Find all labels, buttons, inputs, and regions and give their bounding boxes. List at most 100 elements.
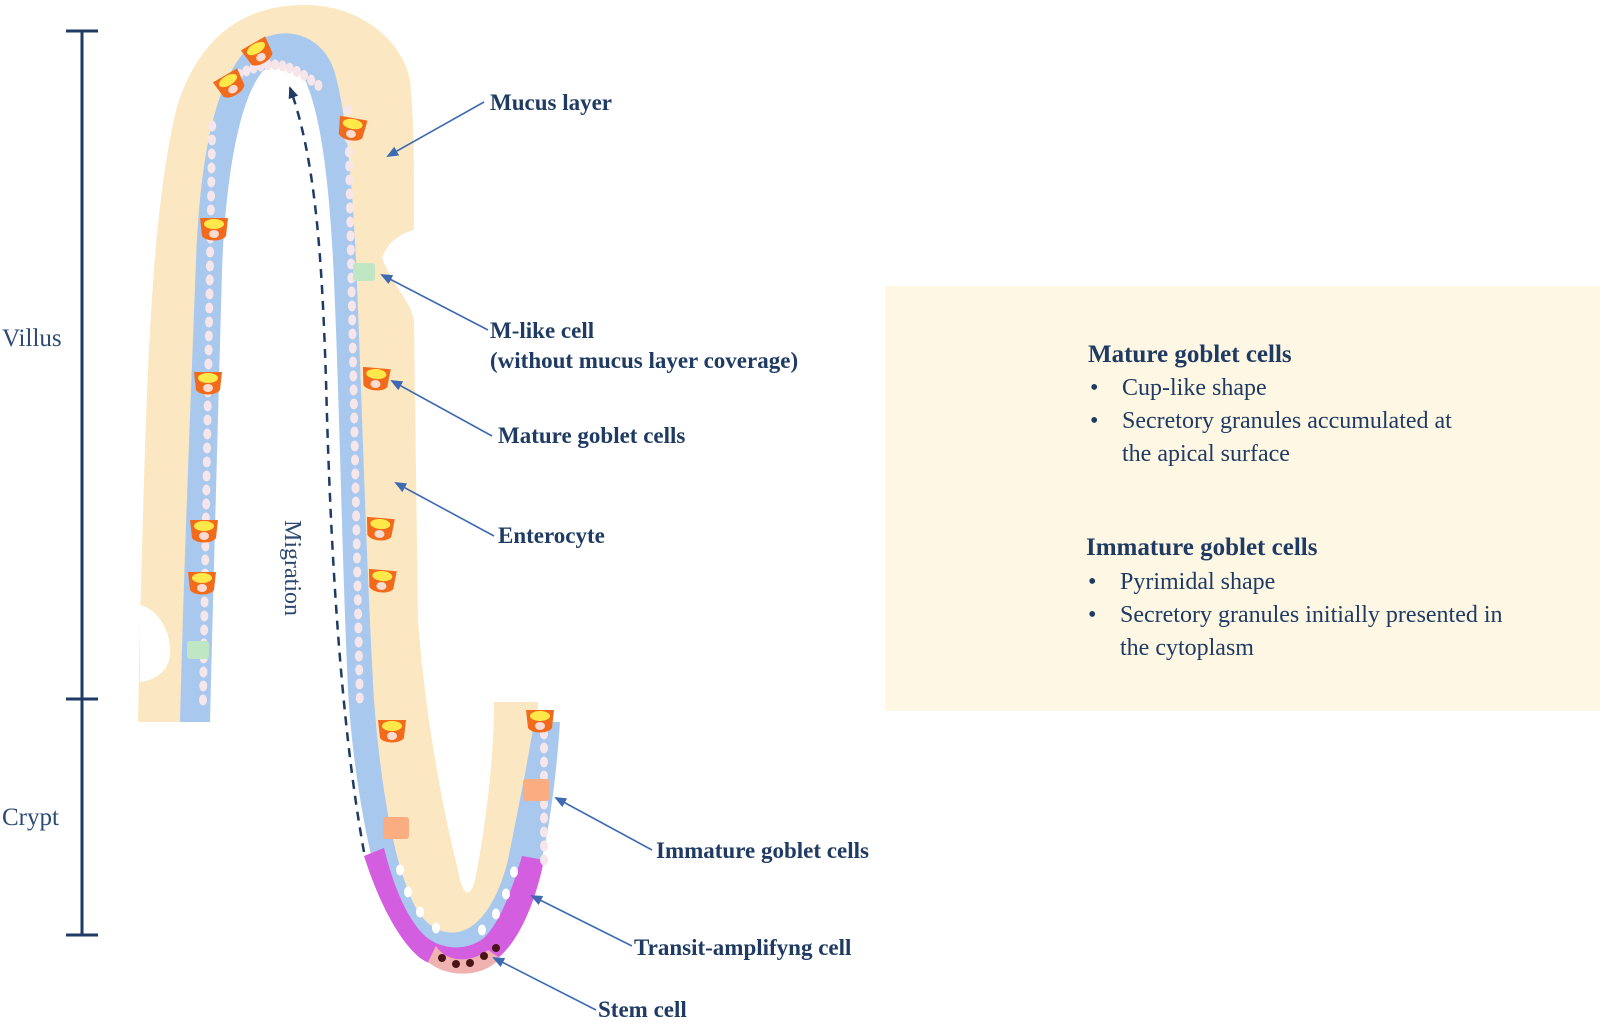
mature-goblet-cell (378, 720, 406, 743)
m-like-cell-label: M-like cell (490, 318, 595, 343)
m-like-cell-sublabel: (without mucus layer coverage) (490, 348, 799, 373)
immature-goblet-cell (383, 817, 409, 839)
villus-label: Villus (2, 325, 62, 352)
enterocyte-nucleus (354, 608, 363, 620)
bullet-dot: • (1090, 375, 1099, 401)
enterocyte-nucleus (352, 524, 361, 536)
enterocyte-nucleus (352, 552, 361, 564)
mature-goblet-cell (190, 520, 218, 543)
enterocyte-nucleus (200, 596, 209, 608)
enterocyte-nucleus (199, 666, 208, 678)
enterocyte-nucleus (207, 162, 216, 174)
enterocyte-nucleus (199, 680, 208, 692)
ta-cell-nucleus (478, 924, 486, 936)
enterocyte-nucleus (540, 840, 548, 852)
transit-amplifying-cell-label: Transit-amplifyng cell (634, 935, 852, 960)
enterocyte-nucleus (346, 216, 355, 228)
enterocyte-nucleus (207, 134, 216, 146)
mature-goblet-cell (368, 568, 397, 593)
crypt-label: Crypt (2, 804, 59, 831)
enterocyte-nucleus (355, 678, 364, 690)
enterocyte-nucleus (205, 302, 214, 314)
enterocyte-nucleus (540, 854, 548, 866)
enterocyte-nucleus (354, 622, 363, 634)
enterocyte-nucleus (350, 426, 359, 438)
mature-goblet-cell (194, 372, 222, 395)
enterocyte-nucleus (314, 79, 323, 91)
callout-arrows (380, 101, 653, 1011)
enterocyte-nucleus (205, 288, 214, 300)
enterocyte-nucleus (204, 330, 213, 342)
enterocyte-nucleus (540, 798, 548, 810)
enterocyte-nucleus (201, 540, 210, 552)
enterocyte-nucleus (351, 482, 360, 494)
enterocyte-nucleus (345, 188, 354, 200)
enterocyte-nucleus (540, 756, 548, 768)
enterocyte-nucleus (202, 484, 211, 496)
enterocyte-nucleus (202, 470, 211, 482)
enterocyte-nucleus (348, 314, 357, 326)
legend-mature-bullet-3: the apical surface (1122, 441, 1290, 467)
enterocyte-nucleus (205, 260, 214, 272)
enterocyte-nucleus (352, 538, 361, 550)
enterocyte-nucleus (347, 300, 356, 312)
enterocyte-nucleus (264, 59, 272, 71)
enterocyte-nucleus (208, 120, 217, 132)
legend-immature-title: Immature goblet cells (1086, 534, 1318, 561)
bullet-dot: • (1088, 602, 1097, 628)
mature-goblet-cells-label: Mature goblet cells (498, 423, 686, 448)
ta-cell-nucleus (432, 922, 440, 934)
immature-goblet-cells-label: Immature goblet cells (656, 838, 869, 863)
enterocyte-nucleus (242, 65, 251, 77)
enterocyte-nucleus (278, 60, 287, 72)
enterocyte-nucleus (285, 62, 294, 74)
enterocyte-nucleus (540, 812, 548, 824)
enterocyte-nucleus (354, 636, 363, 648)
enterocyte-nucleus (349, 398, 358, 410)
enterocyte-nucleus (202, 456, 211, 468)
m-like-cell (187, 641, 209, 659)
mature-goblet-cell (366, 516, 395, 541)
enterocyte-nucleus (200, 610, 209, 622)
enterocyte-nucleus (349, 384, 358, 396)
enterocyte-nucleus (348, 342, 357, 354)
transit-amplifying-zone (364, 848, 544, 969)
mature-goblet-cell (212, 68, 245, 98)
enterocyte-nucleus (540, 770, 548, 782)
enterocyte-nucleus (203, 442, 212, 454)
enterocyte-nucleus (203, 400, 212, 412)
enterocyte-nucleus (349, 356, 358, 368)
enterocyte-nucleus (355, 664, 364, 676)
enterocyte-nucleus (200, 624, 209, 636)
enterocyte-nucleus (203, 428, 212, 440)
migration-label: Migration (279, 520, 305, 616)
enterocyte-nucleus (202, 498, 211, 510)
enterocyte-nucleus (353, 566, 362, 578)
legend-immature-bullet-2: • Secretory granules initially presented … (1088, 602, 1503, 628)
enterocyte-nucleus (204, 358, 213, 370)
enterocyte-nucleus (540, 742, 548, 754)
bullet-dot: • (1090, 408, 1099, 434)
legend-mature-bullet-2: • Secretory granules accumulated at (1090, 408, 1452, 434)
enterocyte-nucleus (351, 496, 360, 508)
enterocyte-nucleus (199, 694, 207, 706)
legend-immature-bullet-3: the cytoplasm (1120, 635, 1254, 661)
ta-cell-nucleus (404, 886, 412, 898)
enterocyte-nucleus (352, 510, 361, 522)
enterocyte-nucleus (204, 344, 213, 356)
enterocyte-nucleus (350, 440, 359, 452)
enterocyte-nucleus (344, 104, 352, 116)
mature-goblet-cell (362, 366, 391, 391)
region-scale-bars (66, 29, 98, 937)
enterocyte-nucleus (206, 246, 215, 258)
enterocyte-nucleus (345, 202, 354, 214)
enterocyte-nucleus (271, 59, 280, 71)
enterocyte-nucleus (353, 580, 362, 592)
ta-cell-nucleus (502, 888, 510, 900)
enterocyte-nucleus (207, 148, 216, 160)
ta-cell-nucleus (416, 906, 424, 918)
stem-cell-nucleus (466, 959, 474, 967)
migration-arrow (288, 86, 366, 853)
mature-goblet-cell (338, 115, 368, 141)
